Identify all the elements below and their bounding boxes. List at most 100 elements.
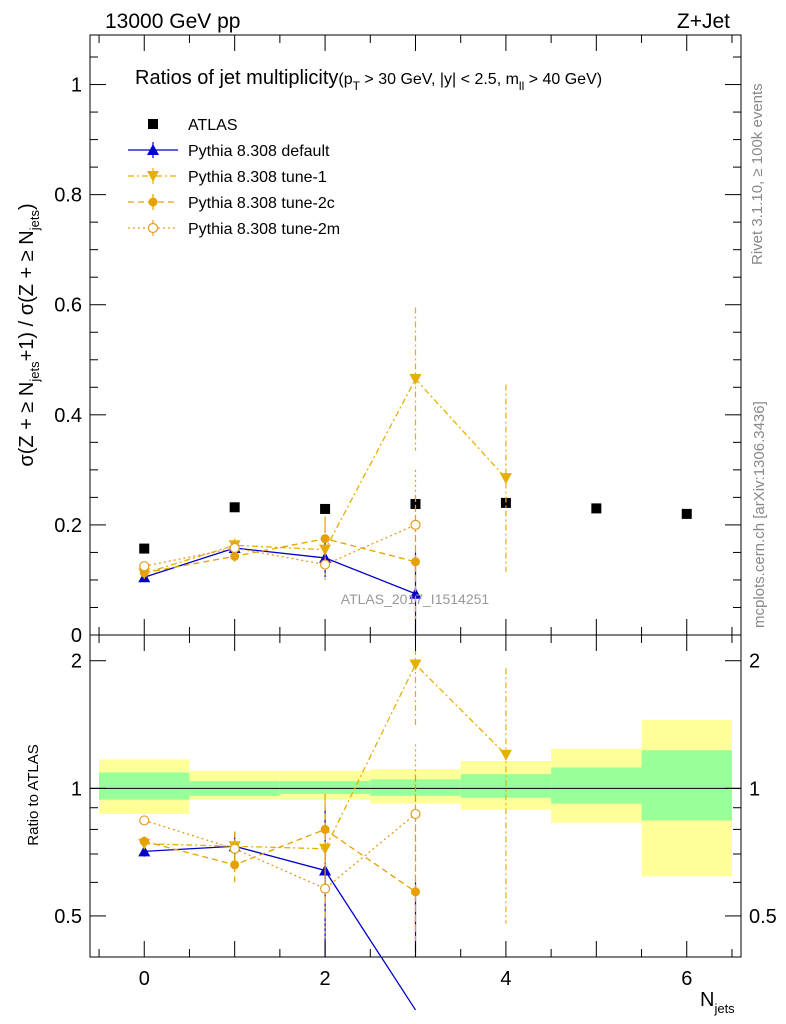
ratio-series-3 <box>139 775 420 957</box>
series-1 <box>138 538 422 635</box>
series-line <box>144 524 416 567</box>
rivet-label: Rivet 3.1.10, ≥ 100k events <box>749 83 766 265</box>
ratio-y-tick-label-right: 0.5 <box>749 906 777 928</box>
main-y-axis-label-part2: +1) / σ(Z + ≥ N <box>16 230 38 361</box>
x-ticks: 0 2 4 6 <box>98 35 733 990</box>
ratio-line <box>144 663 507 850</box>
ratio-line <box>144 845 417 1011</box>
ratio-point <box>499 749 512 761</box>
main-y-tick-label: 0.6 <box>54 295 82 317</box>
ratio-band-inner <box>551 767 642 804</box>
ratio-point <box>409 659 422 671</box>
ratio-y-tick-label: 0.5 <box>54 906 82 928</box>
plot-title-end: > 40 GeV) <box>524 71 602 88</box>
data-point <box>229 502 240 513</box>
ratio-data <box>138 635 512 1011</box>
plot-title-mid: > 30 GeV, |y| < 2.5, m <box>360 71 519 88</box>
analysis-watermark: ATLAS_2017_I1514251 <box>341 591 490 607</box>
series-line <box>144 547 416 595</box>
legend-marker <box>147 144 159 155</box>
main-y-axis-label-part1: σ(Z + ≥ N <box>16 382 38 467</box>
legend-marker <box>147 171 159 182</box>
main-y-axis-label-part3: ) <box>16 203 38 210</box>
header-left: 13000 GeV pp <box>105 10 240 33</box>
ratio-point <box>229 843 240 854</box>
ratio-plot: 0.5 0.5 1 1 2 2 <box>54 634 777 1011</box>
data-point <box>591 503 602 514</box>
main-y-ticks: 0 0.2 0.4 0.6 0.8 1 <box>54 56 741 647</box>
x-tick-label: 2 <box>320 968 331 990</box>
legend-label: Pythia 8.308 tune-2c <box>188 195 335 212</box>
ratio-point <box>411 887 420 897</box>
main-data <box>138 307 692 635</box>
ratio-y-tick-label: 2 <box>71 651 82 673</box>
ratio-point <box>410 808 421 820</box>
mcplots-label: mcplots.cern.ch [arXiv:1306.3436] <box>751 401 768 628</box>
legend-marker <box>148 197 158 207</box>
ratio-series-1 <box>138 809 417 1011</box>
main-y-tick-label: 0.8 <box>54 185 82 207</box>
x-tick-label: 6 <box>681 968 692 990</box>
data-point <box>139 543 150 554</box>
data-point <box>230 551 240 561</box>
x-tick-label: 0 <box>139 968 150 990</box>
legend-label: Pythia 8.308 default <box>188 143 330 160</box>
ratio-series-4 <box>139 744 421 944</box>
x-tick-label: 4 <box>500 968 511 990</box>
main-y-tick-label: 1 <box>71 75 82 97</box>
legend-label: ATLAS <box>188 117 238 134</box>
ratio-band-inner <box>99 772 190 800</box>
plot-title: Ratios of jet multiplicity(pT > 30 GeV, … <box>135 67 602 93</box>
legend: ATLAS Pythia 8.308 default Pythia 8.308 tu… <box>128 117 340 238</box>
ratio-point <box>138 845 151 857</box>
x-axis-label: Njets <box>700 989 735 1016</box>
ratio-y-ticks: 0.5 0.5 1 1 2 2 <box>54 651 777 928</box>
plot-title-cuts: (p <box>338 71 352 88</box>
legend-marker <box>147 222 159 234</box>
main-plot: 0 0.2 0.4 0.6 0.8 1 <box>54 34 742 647</box>
ratio-y-tick-label-right: 2 <box>749 651 760 673</box>
data-point <box>681 508 692 519</box>
data-point <box>410 498 421 509</box>
data-point <box>409 587 422 599</box>
ratio-band-inner <box>279 781 371 794</box>
data-point <box>500 497 511 508</box>
data-point <box>409 374 422 386</box>
series-0 <box>139 497 692 554</box>
plot-title-sub1: T <box>353 79 361 93</box>
data-point <box>139 561 150 572</box>
ratio-point <box>139 815 150 826</box>
ratio-y-tick-label-right: 1 <box>749 778 760 800</box>
main-y-axis-label: σ(Z + ≥ Njets+1) / σ(Z + ≥ Njets) <box>16 203 42 466</box>
ratio-point <box>319 883 331 894</box>
legend-label: Pythia 8.308 tune-1 <box>188 169 327 186</box>
ratio-band-inner <box>641 750 732 821</box>
data-point <box>229 542 240 554</box>
data-point <box>320 503 331 514</box>
series-4 <box>139 469 421 582</box>
plot-title-main: Ratios of jet multiplicity <box>135 67 338 89</box>
main-y-axis-label-sub1: jets <box>27 361 42 383</box>
data-point <box>320 534 330 544</box>
data-point <box>319 559 331 570</box>
data-point <box>499 473 512 485</box>
ratio-point <box>320 824 330 834</box>
main-y-tick-label: 0 <box>71 625 82 647</box>
legend-marker <box>148 119 158 129</box>
header-right: Z+Jet <box>677 10 730 33</box>
main-y-tick-label: 0.2 <box>54 515 82 537</box>
x-axis-label-main: N <box>700 989 714 1011</box>
plot-title-sub2: ll <box>519 79 524 93</box>
x-axis-label-sub: jets <box>713 1001 735 1016</box>
main-y-axis-label-sub2: jets <box>27 210 42 232</box>
ratio-line <box>144 828 416 893</box>
series-3 <box>139 495 420 628</box>
ratio-y-axis-label: Ratio to ATLAS <box>25 744 42 845</box>
main-y-tick-label: 0.4 <box>54 405 82 427</box>
ratio-point <box>139 836 149 846</box>
series-line <box>144 538 416 574</box>
data-point <box>410 519 421 531</box>
ratio-bands <box>90 719 741 877</box>
ratio-y-tick-label: 1 <box>71 778 82 800</box>
